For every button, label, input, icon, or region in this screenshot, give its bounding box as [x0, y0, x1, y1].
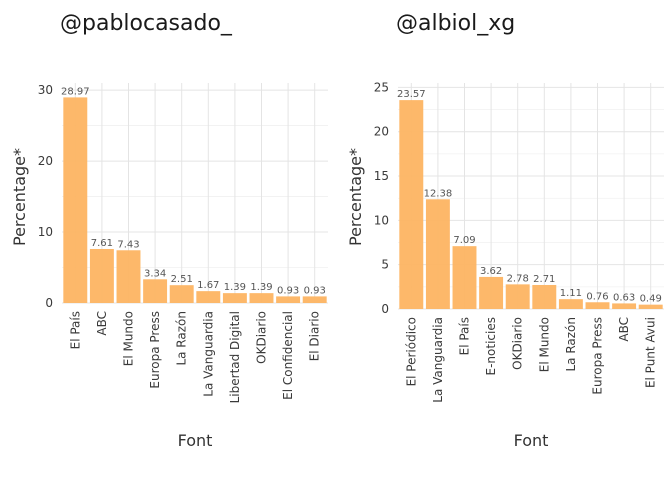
data-label: 3.34: [144, 268, 166, 279]
data-label: 7.43: [117, 239, 139, 250]
bar: [302, 296, 327, 303]
x-tick-label: La Vanguardia: [201, 311, 215, 397]
x-tick-label: El País: [458, 317, 472, 355]
x-tick-label: El Periódico: [404, 317, 418, 386]
bar: [143, 279, 168, 303]
data-label: 0.63: [613, 292, 635, 303]
data-label: 1.67: [197, 280, 219, 291]
y-axis-title: Percentage*: [346, 148, 365, 246]
bar: [479, 276, 504, 309]
data-labels: 23.57 12.38 7.09 3.62 2.78 2.71 1.11 0.76 0.63 0.…: [397, 89, 662, 305]
data-label: 2.71: [533, 274, 555, 285]
bar: [612, 303, 637, 309]
data-label: 7.09: [453, 235, 475, 246]
x-tick-label: ABC: [617, 317, 631, 342]
y-tick-labels: 0 5 10 15 20 25: [374, 80, 389, 316]
x-tick-label: E-noticies: [484, 317, 498, 375]
bar: [532, 284, 557, 309]
bar: [452, 246, 477, 309]
bar: [222, 293, 247, 303]
x-tick-labels: El País ABC El Mundo Europa Press La Razón La…: [68, 311, 321, 403]
bar: [249, 293, 274, 303]
x-tick-label: La Razón: [564, 317, 578, 372]
bar: [505, 284, 530, 309]
x-tick-label: OKDiario: [255, 311, 269, 364]
bar: [63, 97, 88, 303]
y-tick-label: 10: [38, 225, 53, 239]
x-tick-label: Europa Press: [591, 317, 605, 395]
x-tick-label: La Vanguardia: [431, 317, 445, 403]
y-tick-label: 15: [374, 169, 389, 183]
x-tick-label: Europa Press: [148, 311, 162, 389]
bar: [558, 299, 583, 309]
chart-title: @pablocasado_: [60, 11, 233, 36]
x-tick-label: El Confidencial: [281, 311, 295, 400]
chart-panel-pablocasado: @pablocasado_ 28.97 7.61 7.43 3.34 2.51 1.67 1…: [10, 11, 328, 450]
bar: [585, 302, 610, 309]
x-axis-title: Font: [514, 431, 549, 450]
data-label: 1.39: [250, 282, 272, 293]
y-tick-label: 0: [45, 296, 53, 310]
data-label: 2.78: [507, 273, 529, 284]
data-label: 23.57: [397, 89, 426, 100]
y-tick-label: 25: [374, 80, 389, 94]
bar: [399, 100, 424, 309]
x-tick-label: Libertad Digital: [228, 311, 242, 403]
bar: [276, 296, 301, 303]
y-tick-label: 20: [374, 125, 389, 139]
gridlines: [62, 83, 328, 304]
bar: [169, 285, 194, 303]
y-tick-label: 0: [381, 302, 389, 316]
data-label: 1.39: [224, 282, 246, 293]
data-label: 0.93: [277, 285, 299, 296]
x-tick-label: OKDiario: [511, 317, 525, 370]
data-label: 2.51: [171, 274, 193, 285]
data-label: 1.11: [560, 288, 582, 299]
data-label: 0.49: [640, 294, 662, 305]
y-tick-label: 10: [374, 213, 389, 227]
data-label: 28.97: [61, 86, 90, 97]
y-tick-labels: 0 10 20 30: [38, 83, 53, 310]
bar: [116, 250, 141, 303]
chart-title: @albiol_xg: [396, 11, 515, 36]
data-label: 0.93: [304, 285, 326, 296]
x-tick-label: El Diario: [308, 311, 322, 361]
data-label: 7.61: [91, 238, 113, 249]
x-tick-label: La Razón: [175, 311, 189, 366]
bars: [399, 100, 663, 309]
y-tick-label: 20: [38, 154, 53, 168]
data-label: 12.38: [424, 188, 453, 199]
data-labels: 28.97 7.61 7.43 3.34 2.51 1.67 1.39 1.39 0.93 0.9…: [61, 86, 326, 296]
x-tick-label: ABC: [95, 311, 109, 336]
chart-panel-albiol: @albiol_xg 23.57 12.38 7.09 3.62 2.78 2.71 1.1…: [346, 11, 664, 450]
x-tick-labels: El Periódico La Vanguardia El País E-notici…: [404, 317, 657, 403]
y-tick-label: 30: [38, 83, 53, 97]
x-tick-label: El Mundo: [122, 311, 136, 366]
x-tick-label: El Punt Avui: [644, 317, 658, 388]
bar: [638, 304, 663, 309]
data-label: 0.76: [586, 291, 608, 302]
x-tick-label: El Mundo: [537, 317, 551, 372]
bar: [196, 291, 221, 303]
bar: [425, 199, 450, 309]
data-label: 3.62: [480, 266, 502, 277]
x-tick-label: El País: [68, 311, 82, 349]
y-tick-label: 5: [381, 258, 389, 272]
bars: [63, 97, 327, 303]
x-axis-title: Font: [178, 431, 213, 450]
gridlines: [398, 83, 664, 310]
y-axis-title: Percentage*: [10, 148, 29, 246]
bar: [89, 248, 114, 303]
